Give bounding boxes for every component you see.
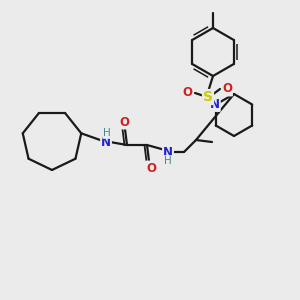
Text: N: N bbox=[163, 146, 173, 158]
Text: O: O bbox=[222, 82, 232, 95]
Text: S: S bbox=[203, 90, 213, 104]
Text: H: H bbox=[164, 156, 172, 166]
Text: N: N bbox=[101, 136, 111, 148]
Text: O: O bbox=[146, 161, 156, 175]
Text: H: H bbox=[103, 128, 111, 138]
Text: O: O bbox=[182, 86, 192, 100]
Text: O: O bbox=[119, 116, 129, 128]
Text: N: N bbox=[210, 98, 220, 111]
